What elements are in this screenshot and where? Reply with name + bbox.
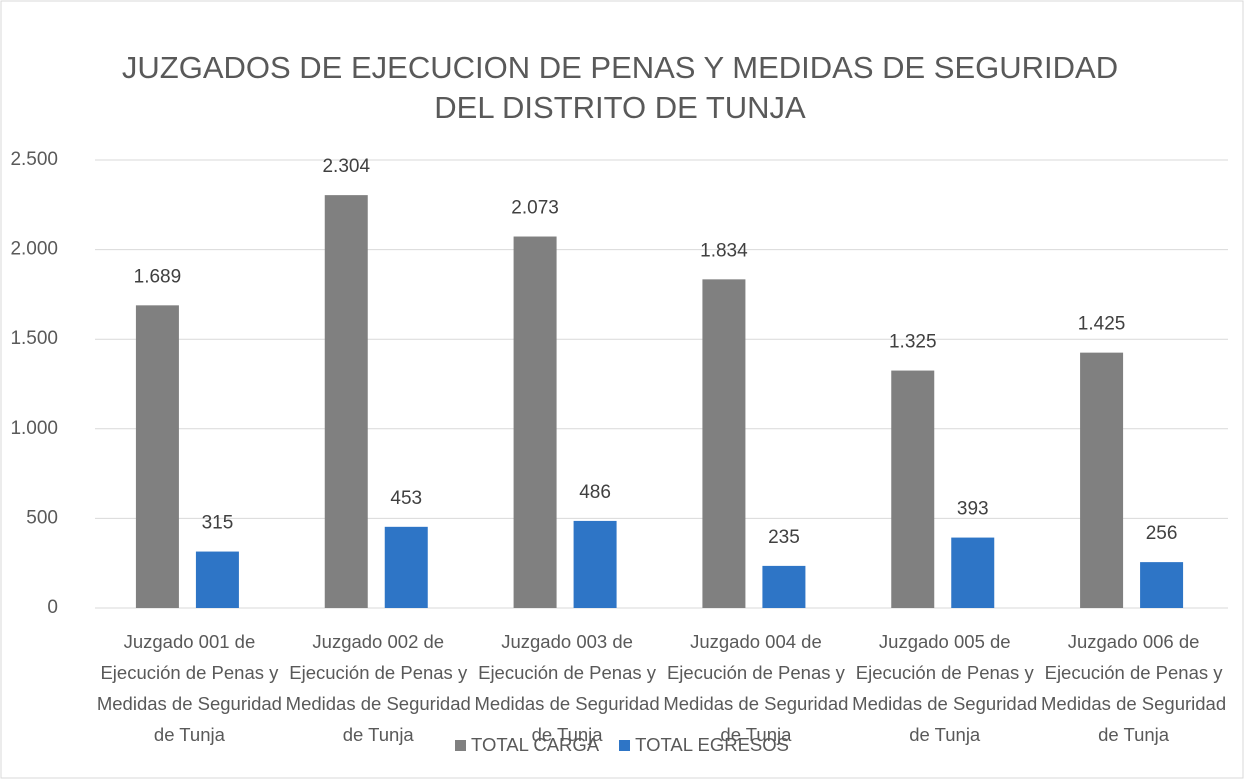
data-label: 1.689 — [134, 266, 182, 287]
x-tick-label: Juzgado 004 de Ejecución de Penas y Medi… — [663, 631, 849, 745]
legend-item: TOTAL CARGA — [454, 734, 600, 756]
x-tick-label: Juzgado 003 de Ejecución de Penas y Medi… — [474, 631, 660, 745]
data-label: 453 — [390, 488, 422, 509]
legend-swatch — [619, 739, 631, 751]
bar — [513, 236, 557, 608]
legend-label: TOTAL EGRESOS — [635, 734, 790, 755]
x-tick-label: Juzgado 002 de Ejecución de Penas y Medi… — [285, 631, 471, 745]
bar — [195, 551, 239, 608]
bar — [324, 195, 368, 608]
bar — [891, 370, 935, 608]
y-tick-label: 1.500 — [10, 328, 58, 349]
bar — [573, 520, 617, 608]
y-tick-label: 1.000 — [10, 418, 58, 439]
data-label: 235 — [768, 527, 800, 548]
legend-swatch — [454, 739, 466, 751]
data-label: 486 — [579, 482, 611, 503]
y-tick-label: 0 — [47, 597, 58, 618]
data-label: 1.425 — [1078, 314, 1126, 335]
bar — [762, 565, 806, 608]
bar — [951, 537, 995, 608]
y-tick-label: 2.500 — [10, 149, 58, 170]
data-label: 315 — [202, 513, 234, 534]
x-tick-label: Juzgado 005 de Ejecución de Penas y Medi… — [852, 631, 1038, 745]
data-label: 256 — [1146, 523, 1178, 544]
data-label: 2.304 — [322, 156, 370, 177]
x-tick-label: Juzgado 006 de Ejecución de Penas y Medi… — [1041, 631, 1227, 745]
bar — [135, 305, 179, 608]
data-label: 1.834 — [700, 240, 748, 261]
bar — [702, 279, 746, 608]
data-label: 1.325 — [889, 332, 937, 353]
bar — [1140, 562, 1184, 608]
bar — [1080, 352, 1124, 608]
y-tick-label: 500 — [26, 507, 58, 528]
chart-title: JUZGADOS DE EJECUCION DE PENAS Y MEDIDAS… — [121, 50, 1119, 125]
legend-item: TOTAL EGRESOS — [619, 734, 789, 756]
x-tick-label: Juzgado 001 de Ejecución de Penas y Medi… — [96, 631, 282, 745]
bar — [384, 526, 428, 608]
legend: TOTAL CARGA TOTAL EGRESOS — [0, 734, 1244, 756]
data-label: 393 — [957, 499, 989, 520]
y-tick-label: 2.000 — [10, 239, 58, 260]
data-label: 2.073 — [511, 198, 559, 219]
legend-label: TOTAL CARGA — [470, 734, 600, 755]
